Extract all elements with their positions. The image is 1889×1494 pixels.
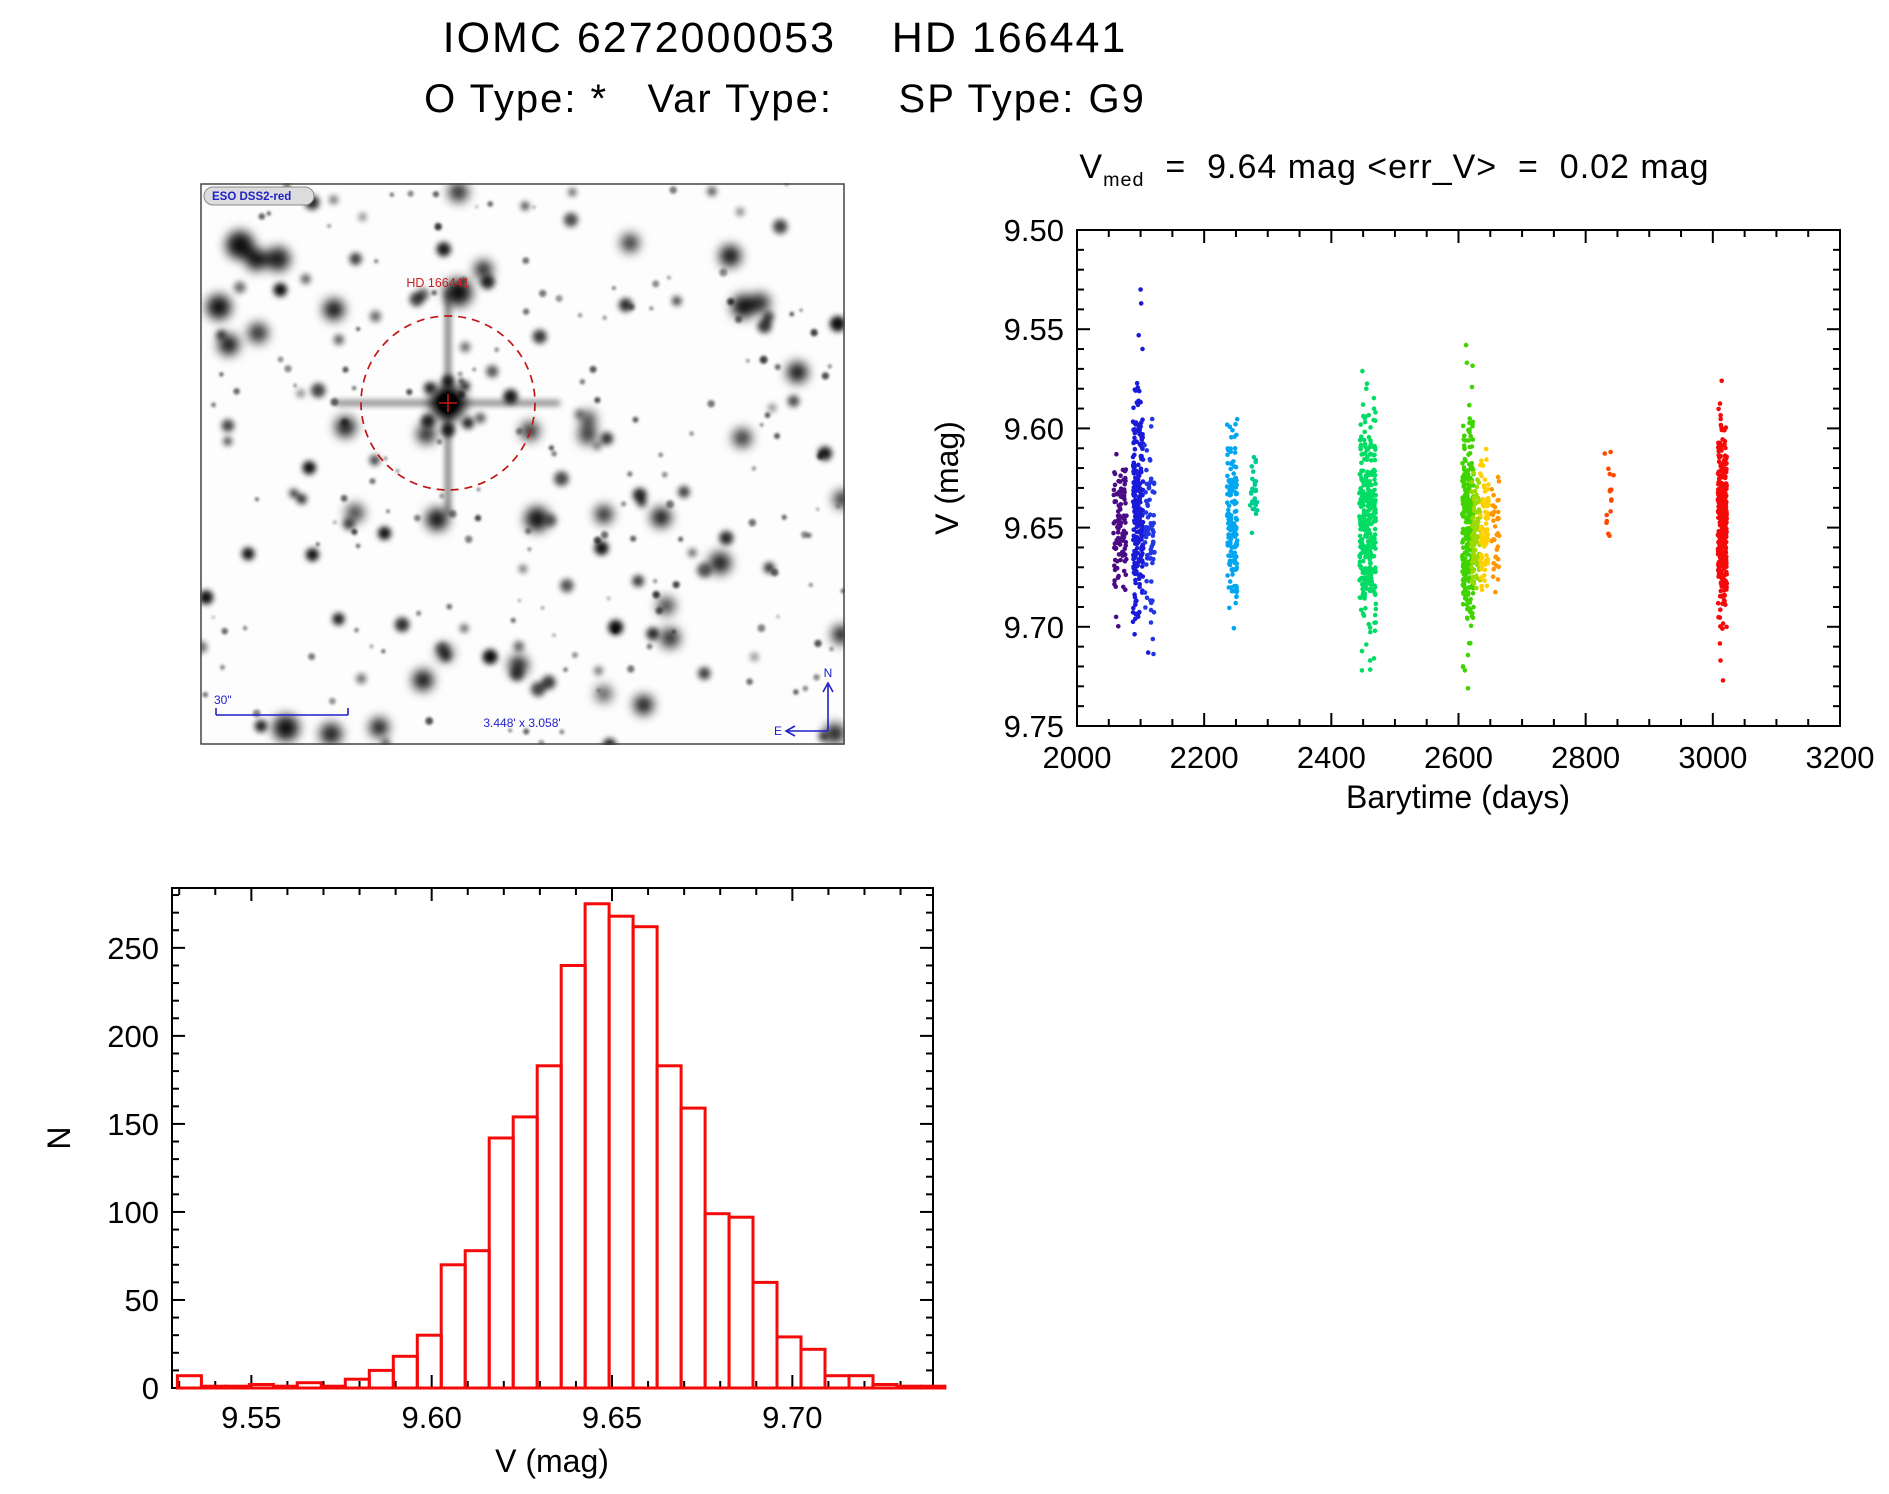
histogram-panel: N V (mag) 9.55 9.60 9.65 9.70 0 50 100 150 200 25… xyxy=(40,860,960,1494)
scale-bar-label: 30" xyxy=(214,693,232,707)
y-tick-label: 9.60 xyxy=(1004,411,1064,446)
scale-bar xyxy=(215,708,349,716)
y-tick-label: 9.50 xyxy=(1004,213,1064,248)
x-tick-label: 2400 xyxy=(1297,740,1366,775)
axes xyxy=(171,887,934,1389)
scatter-cluster-epoch-3-cyan xyxy=(1224,416,1240,631)
finder-chart-image: HD 166441 ESO DSS2-red 30" 3.448' x 3.05… xyxy=(200,183,845,745)
y-tick-label: 9.75 xyxy=(1004,709,1064,744)
y-tick-label: 100 xyxy=(107,1195,159,1230)
scatter-cluster-epoch-6-orangered xyxy=(1602,449,1616,539)
survey-label: ESO DSS2-red xyxy=(212,191,291,203)
y-tick-label: 250 xyxy=(107,931,159,966)
x-tick-label: 2200 xyxy=(1170,740,1239,775)
x-tick-label: 9.65 xyxy=(582,1400,642,1435)
light-curve-chart: V (mag) Barytime (days) 2000 2200 2400 2600… xyxy=(929,213,1875,815)
axes xyxy=(1076,229,1841,727)
scatter-cluster-epoch-3b-teal xyxy=(1247,454,1260,536)
target-label: HD 166441 xyxy=(406,276,469,290)
histogram-y-axis-label: N xyxy=(41,1126,77,1149)
scatter-cluster-epoch-5c-gold xyxy=(1478,446,1492,593)
scatter-cluster-epoch-4-green xyxy=(1357,368,1379,673)
y-tick-label: 9.70 xyxy=(1004,610,1064,645)
compass-icon xyxy=(784,681,834,737)
histogram-x-axis-label: V (mag) xyxy=(495,1443,609,1479)
light-curve-y-axis-label: V (mag) xyxy=(929,421,965,535)
y-tick-label: 9.65 xyxy=(1004,511,1064,546)
scatter-cluster-epoch-2-blue xyxy=(1130,287,1151,655)
scatter-cluster-epoch-5b-yellowgreen xyxy=(1468,470,1483,591)
y-tick-label: 9.55 xyxy=(1004,312,1064,347)
survey-label-pill xyxy=(203,186,315,206)
x-tick-label: 3000 xyxy=(1678,740,1747,775)
light-curve-title: Vmed = 9.64 mag <err_V> = 0.02 mag xyxy=(1079,148,1710,191)
target-circle-marker xyxy=(360,315,536,491)
scatter-cluster-epoch-7-red xyxy=(1715,378,1730,683)
target-cross-marker xyxy=(439,394,457,412)
y-tick-label: 200 xyxy=(107,1019,159,1054)
page-title: IOMC 6272000053 HD 166441 xyxy=(442,14,1128,62)
fov-label: 3.448' x 3.058' xyxy=(483,716,560,730)
y-tick-label: 50 xyxy=(125,1283,159,1318)
finder-frame xyxy=(200,183,845,745)
scatter-cluster-epoch-2b-blue xyxy=(1142,416,1157,657)
x-tick-label: 2600 xyxy=(1424,740,1493,775)
light-curve-panel: Vmed = 9.64 mag <err_V> = 0.02 mag V (ma… xyxy=(900,140,1889,840)
page-subtitle: O Type: * Var Type: SP Type: G9 xyxy=(424,77,1146,121)
x-tick-label: 2000 xyxy=(1043,740,1112,775)
x-tick-label: 3200 xyxy=(1806,740,1875,775)
x-tick-label: 2800 xyxy=(1551,740,1620,775)
page-header: IOMC 6272000053 HD 166441 O Type: * Var … xyxy=(0,14,1570,122)
x-tick-label: 9.70 xyxy=(762,1400,822,1435)
x-tick-label: 9.60 xyxy=(402,1400,462,1435)
histogram-chart: N V (mag) 9.55 9.60 9.65 9.70 0 50 100 150 200 25… xyxy=(41,887,947,1479)
histogram-bars xyxy=(175,902,947,1390)
scatter-cluster-epoch-5d-orange xyxy=(1489,474,1502,595)
y-tick-label: 150 xyxy=(107,1107,159,1142)
scatter-cluster-epoch-1-purple xyxy=(1111,451,1129,629)
y-tick-label: 0 xyxy=(142,1371,159,1406)
compass-east-label: E xyxy=(774,724,782,738)
compass-north-label: N xyxy=(824,666,833,680)
light-curve-x-axis-label: Barytime (days) xyxy=(1346,779,1570,815)
x-tick-label: 9.55 xyxy=(221,1400,281,1435)
star-field-blobs xyxy=(200,183,845,745)
